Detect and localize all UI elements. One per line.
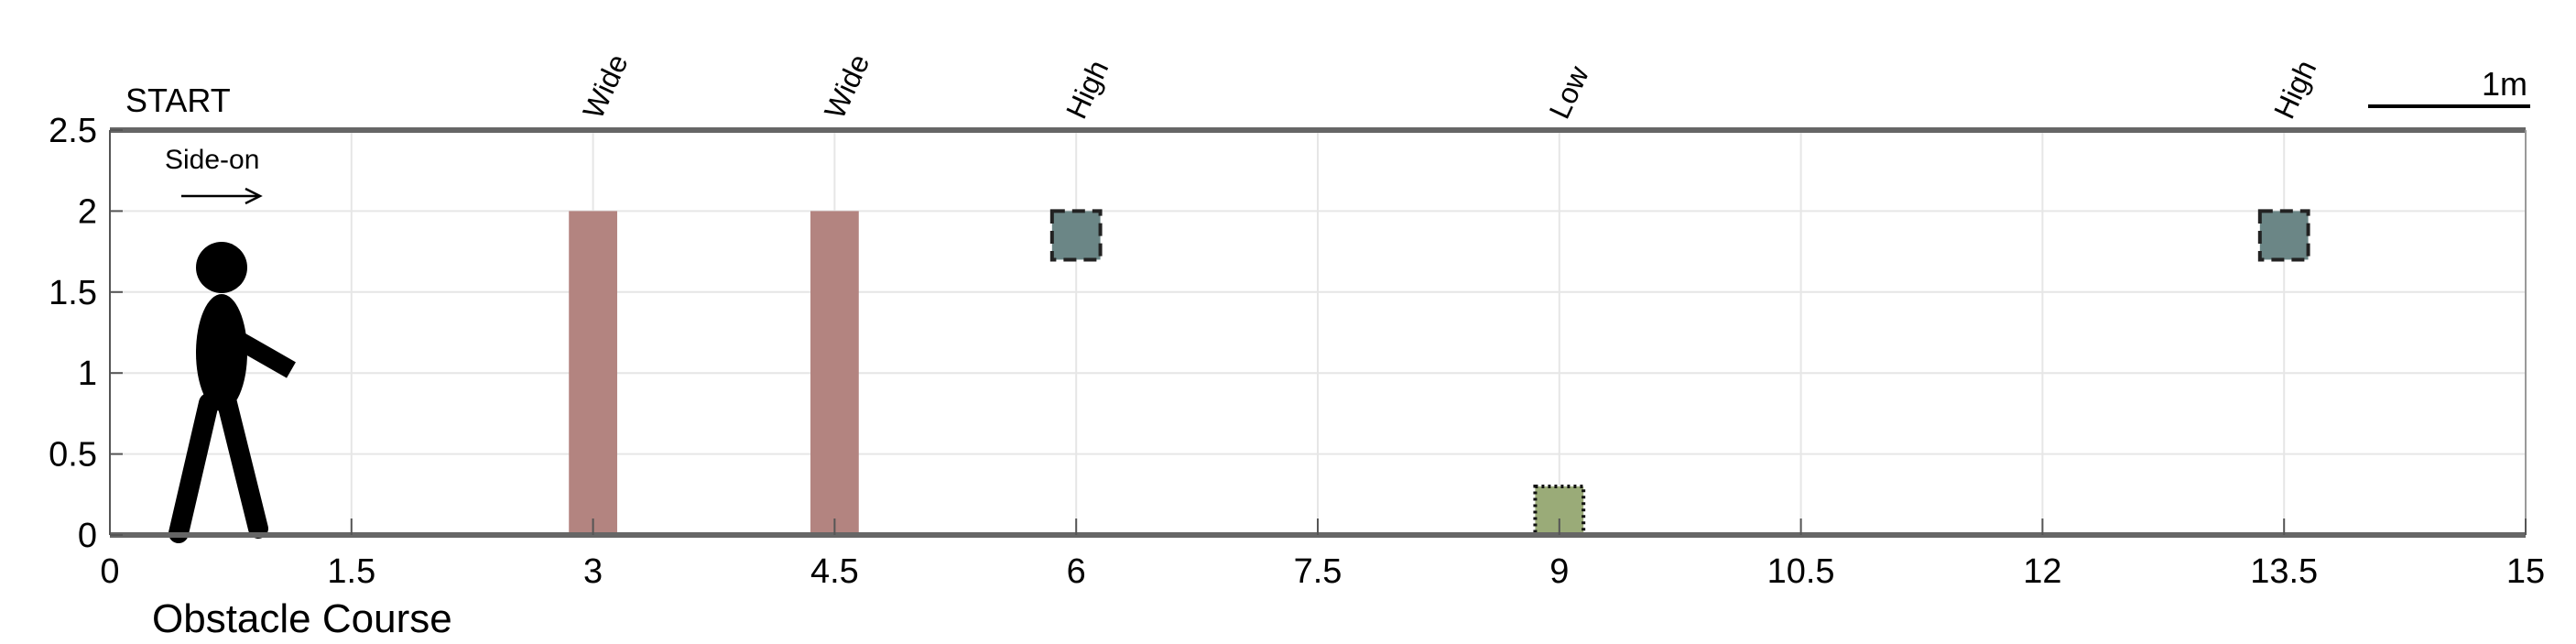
walker-figure xyxy=(168,242,296,543)
x-tick-label: 6 xyxy=(1067,552,1086,591)
obstacle-label: Wide xyxy=(818,49,875,124)
y-tick-label: 0 xyxy=(78,517,97,555)
scale-bar: 1m xyxy=(2368,65,2530,108)
scale-label: 1m xyxy=(2482,65,2527,103)
obstacle-label: Wide xyxy=(576,49,634,124)
obstacle-wide xyxy=(810,211,859,535)
x-tick-label: 10.5 xyxy=(1767,552,1835,591)
y-tick-label: 0.5 xyxy=(49,436,97,475)
obstacle-label: Low xyxy=(1543,60,1596,124)
x-tick-label: 3 xyxy=(583,552,603,591)
obstacle-high xyxy=(2257,209,2310,262)
axis-ticks: 0 1.5 3 4.5 6 7.5 9 10.5 12 13.5 15 0 0.5 1 1.5 2 2.5 xyxy=(49,112,2545,591)
obstacle-high xyxy=(1049,209,1103,262)
obstacle-label: High xyxy=(2267,55,2322,124)
x-tick-label: 0 xyxy=(100,552,119,591)
obstacle-wide xyxy=(569,211,617,535)
direction-arrow-icon xyxy=(181,187,263,205)
direction-label: Side-on xyxy=(165,145,259,175)
obstacles xyxy=(569,209,2310,538)
x-tick-label: 7.5 xyxy=(1294,552,1342,591)
diagram-title: Obstacle Course xyxy=(152,596,452,641)
y-tick-label: 2.5 xyxy=(49,112,97,150)
x-tick-label: 15 xyxy=(2506,552,2545,591)
x-tick-label: 9 xyxy=(1549,552,1569,591)
x-tick-label: 1.5 xyxy=(327,552,375,591)
y-tick-label: 1.5 xyxy=(49,274,97,312)
x-tick-label: 12 xyxy=(2023,552,2061,591)
y-tick-label: 1 xyxy=(78,355,97,393)
start-label: START xyxy=(125,82,231,119)
obstacle-labels: Wide Wide High Low High xyxy=(576,49,2322,124)
x-tick-label: 13.5 xyxy=(2250,552,2318,591)
x-tick-label: 4.5 xyxy=(810,552,859,591)
obstacle-label: High xyxy=(1060,55,1114,124)
y-tick-label: 2 xyxy=(78,192,97,231)
grid xyxy=(109,129,2527,536)
